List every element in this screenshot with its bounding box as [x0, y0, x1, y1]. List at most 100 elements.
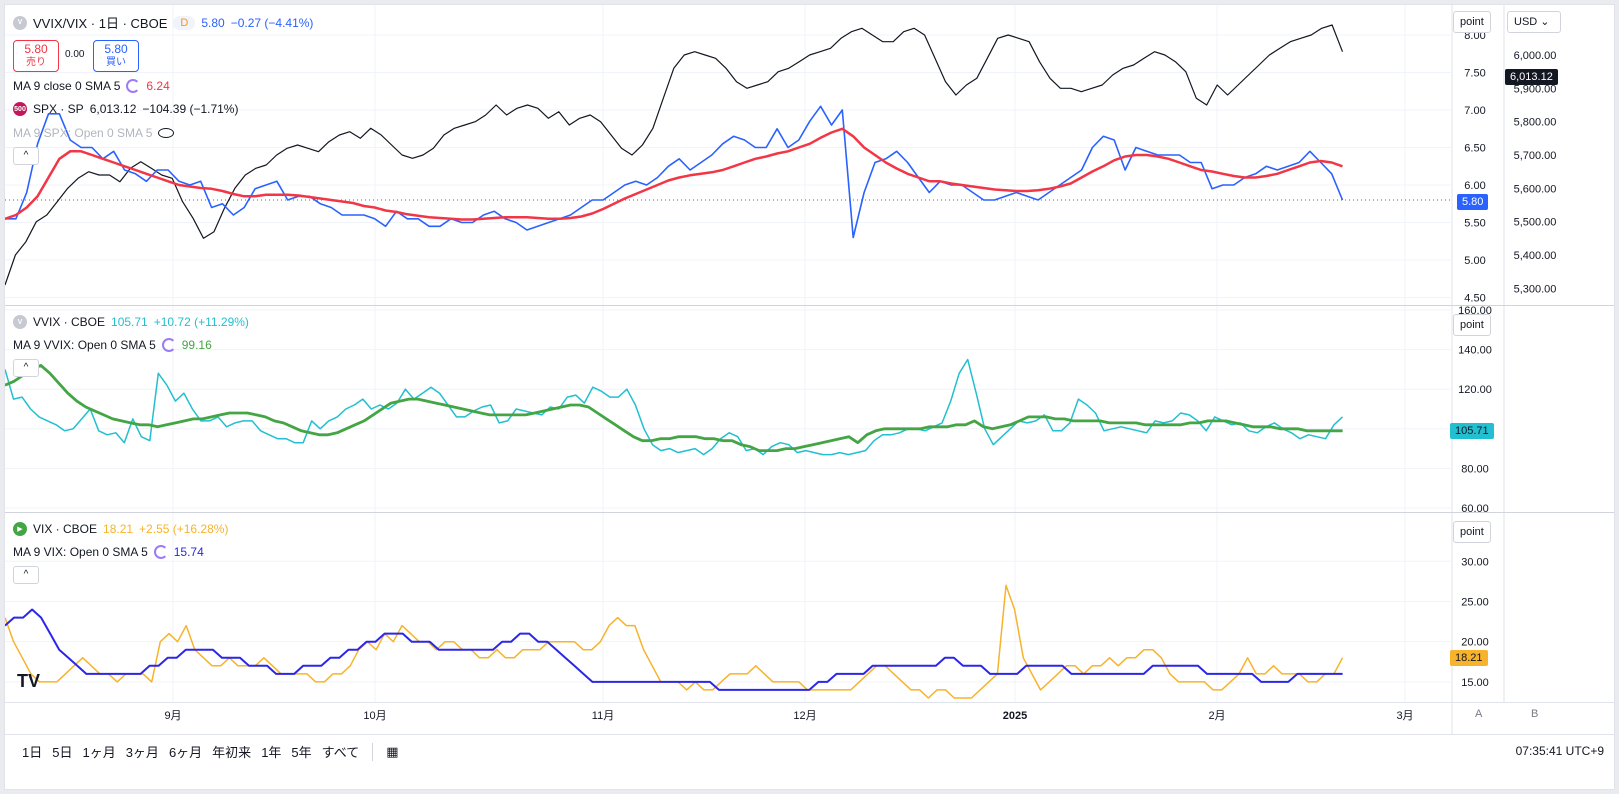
spx-label: SPX · SP [33, 102, 84, 116]
price-tick-label: 7.50 [1464, 68, 1485, 80]
spx-ma-legend[interactable]: MA 9 SPX: Open 0 SMA 5 [13, 126, 175, 140]
main-legend: V VVIX/VIX · 1日 · CBOE D 5.80 −0.27 (−4.… [13, 13, 313, 32]
vix-legend[interactable]: ▶ VIX · CBOE 18.21 +2.55 (+16.28%) [13, 522, 228, 536]
price-tick-label: 120.00 [1458, 384, 1492, 396]
auto-scale-a-button[interactable]: A [1475, 708, 1483, 720]
ratio-ma-legend[interactable]: MA 9 close 0 SMA 5 6.24 [13, 79, 170, 93]
currency-label: USD [1514, 16, 1538, 28]
price-tick-label: 5,800.00 [1514, 117, 1557, 129]
tf-button[interactable]: 1ヶ月 [82, 745, 116, 760]
time-tick-label: 9月 [164, 710, 181, 722]
vvix-symbol-icon: V [13, 315, 27, 329]
tf-button[interactable]: 6ヶ月 [168, 745, 203, 760]
price-tick-label: 5,600.00 [1514, 183, 1557, 195]
price-tick-label: 25.00 [1461, 596, 1489, 608]
tf-button[interactable]: 3ヶ月 [125, 745, 159, 760]
vix-ma-value: 15.74 [173, 545, 204, 559]
vvix-ma-line [5, 363, 1343, 453]
price-tick-label: 5,900.00 [1514, 83, 1557, 95]
spx-ma-label: MA 9 SPX: Open 0 SMA 5 [13, 126, 153, 140]
vix-ma-legend[interactable]: MA 9 VIX: Open 0 SMA 5 15.74 [13, 545, 204, 559]
tf-button[interactable]: 1年 [261, 745, 282, 760]
tf-button[interactable]: 1日 [22, 745, 43, 760]
vix-price-tag: 18.21 [1450, 650, 1488, 666]
ratio-ma-value: 6.24 [146, 79, 170, 93]
vvix-legend[interactable]: V VVIX · CBOE 105.71 +10.72 (+11.29%) [13, 315, 249, 329]
data-chip[interactable]: D [173, 15, 196, 30]
tf-button[interactable]: 5日 [52, 745, 73, 760]
refresh-icon [126, 79, 141, 93]
spx-legend[interactable]: 500 SPX · SP 6,013.12 −104.39 (−1.71%) [13, 102, 238, 116]
vvix-ma-legend[interactable]: MA 9 VVIX: Open 0 SMA 5 99.16 [13, 338, 212, 352]
price-tick-label: 20.00 [1461, 637, 1489, 649]
refresh-icon [161, 338, 176, 352]
vvix-label: VVIX · CBOE [33, 315, 106, 329]
last-price: 5.80 [201, 15, 225, 30]
spx-badge-icon: 500 [13, 102, 27, 116]
price-tick-label: 6.50 [1464, 143, 1485, 155]
price-change: −0.27 (−4.41%) [230, 15, 314, 30]
price-tick-label: 5,700.00 [1514, 150, 1557, 162]
price-tick-label: 30.00 [1461, 556, 1489, 568]
time-tick-label: 11月 [592, 710, 614, 722]
scale-b-button[interactable]: B [1531, 708, 1539, 720]
price-tick-label: 5,400.00 [1514, 250, 1557, 262]
unit-point-button[interactable]: point [1453, 11, 1491, 33]
time-tick-label: 12月 [793, 710, 816, 722]
vvix-line [5, 358, 1344, 456]
chart-canvas[interactable]: 9月 10月 11月 12月 2025 2月 3月 8.00 7.50 7.00 6.50 6.00 5… [5, 5, 1614, 734]
time-tick-label: 2025 [1003, 710, 1027, 722]
price-tick-label: 5,300.00 [1514, 283, 1557, 295]
collapse-legend-button[interactable]: ^ [13, 566, 39, 584]
chart-window: 9月 10月 11月 12月 2025 2月 3月 8.00 7.50 7.00 6.50 6.00 5… [4, 4, 1615, 790]
unit-point-button[interactable]: point [1453, 521, 1491, 543]
time-tick-label: 2月 [1208, 710, 1225, 722]
spx-price-tag: 6,013.12 [1505, 69, 1558, 85]
vvix-ma-label: MA 9 VVIX: Open 0 SMA 5 [13, 338, 156, 352]
buy-price: 5.80 [104, 42, 128, 56]
unit-point-button[interactable]: point [1453, 314, 1491, 336]
price-tick-label: 160.00 [1458, 305, 1492, 317]
vix-change: +2.55 (+16.28%) [139, 522, 229, 536]
buy-label: 買い [106, 57, 126, 68]
hidden-eye-icon[interactable] [158, 128, 175, 138]
price-tick-label: 5,500.00 [1514, 217, 1557, 229]
spx-value: 6,013.12 [89, 102, 137, 116]
tf-button[interactable]: 5年 [291, 745, 312, 760]
ratio-line [5, 105, 1344, 239]
tf-button[interactable]: すべて [321, 745, 360, 760]
spx-line [5, 24, 1344, 286]
price-tick-label: 4.50 [1464, 293, 1485, 305]
ratio-ma-label: MA 9 close 0 SMA 5 [13, 79, 121, 93]
buy-button[interactable]: 5.80 買い [93, 40, 139, 72]
tf-button[interactable]: 年初来 [212, 745, 252, 760]
tradingview-logo-icon[interactable]: TV [17, 671, 41, 691]
vvix-value: 105.71 [111, 315, 148, 329]
price-tick-label: 15.00 [1461, 677, 1489, 689]
collapse-legend-button[interactable]: ^ [13, 359, 39, 377]
timeframe-toolbar: 1日 5日 1ヶ月 3ヶ月 6ヶ月 年初来 1年 5年 すべて ▦ [5, 734, 1614, 768]
vix-ma-label: MA 9 VIX: Open 0 SMA 5 [13, 545, 148, 559]
collapse-legend-button[interactable]: ^ [13, 147, 39, 165]
price-tick-label: 5.50 [1464, 218, 1485, 230]
price-tick-label: 5.00 [1464, 255, 1485, 267]
price-tick-label: 140.00 [1458, 345, 1492, 357]
ratio-price-tag: 5.80 [1457, 194, 1489, 210]
symbol-title[interactable]: VVIX/VIX · 1日 · CBOE [33, 16, 168, 31]
vix-ma-line [5, 608, 1343, 691]
symbol-icon: V [13, 15, 27, 30]
calendar-icon[interactable]: ▦ [386, 743, 399, 759]
time-tick-label: 10月 [363, 710, 386, 722]
vvix-price-tag: 105.71 [1450, 423, 1494, 439]
vix-label: VIX · CBOE [33, 522, 98, 536]
currency-dropdown[interactable]: USD ⌄ [1507, 11, 1561, 33]
vix-symbol-icon: ▶ [13, 522, 27, 536]
price-tick-label: 8.00 [1464, 30, 1485, 42]
vvix-change: +10.72 (+11.29%) [153, 315, 249, 329]
sell-button[interactable]: 5.80 売り [13, 40, 59, 72]
price-tick-label: 6.00 [1464, 180, 1485, 192]
sell-price: 5.80 [24, 42, 48, 56]
spread-value: 0.00 [65, 49, 85, 60]
time-tick-label: 3月 [1396, 710, 1413, 722]
sell-label: 売り [26, 57, 46, 68]
